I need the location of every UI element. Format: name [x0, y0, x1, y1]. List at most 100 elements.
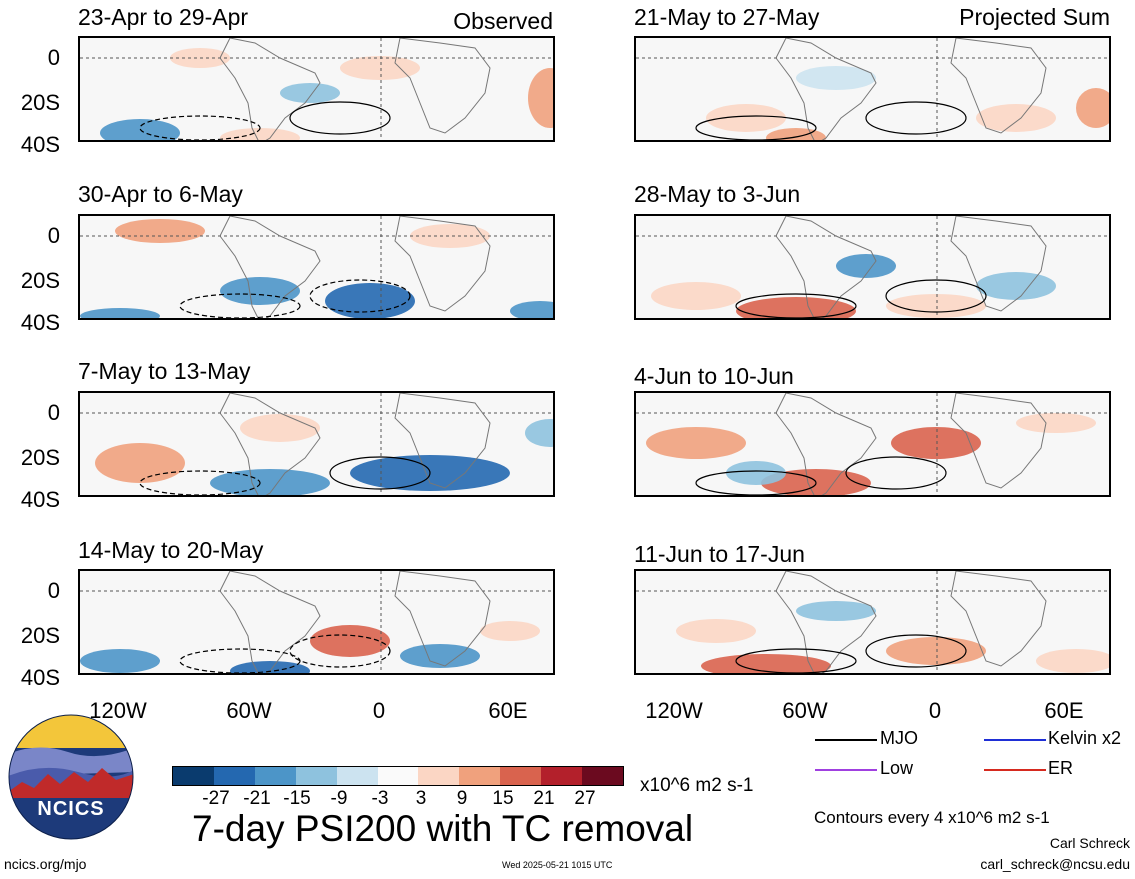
x-axis-label: 60E [488, 698, 528, 723]
map-panel [634, 569, 1111, 675]
legend-label: Low [880, 758, 914, 778]
africa-coastline [950, 393, 1047, 489]
anomaly-shading [651, 282, 741, 310]
legend-label: Kelvin x2 [1048, 728, 1122, 748]
anomaly-shading [230, 661, 310, 673]
y-axis-label: 0 [47, 223, 60, 248]
map-field [80, 216, 553, 318]
south-america-coastline [219, 571, 321, 673]
map-panel [78, 36, 555, 142]
colorbar-tick: 15 [492, 788, 514, 809]
map-panel [634, 214, 1111, 320]
panel-title: 28-May to 3-Jun [634, 181, 801, 207]
map-field [80, 38, 553, 140]
south-america-coastline [775, 393, 877, 495]
panel-title: 21-May to 27-May [634, 4, 820, 30]
author-name: Carl Schreck [1049, 835, 1130, 851]
africa-coastline [950, 38, 1047, 134]
x-axis-label: 120W [89, 698, 147, 723]
anomaly-shading [325, 283, 415, 318]
mjo-contour [139, 470, 261, 495]
mjo-contour [735, 293, 857, 318]
mjo-contour [865, 634, 967, 668]
y-axis-label: 0 [47, 578, 60, 603]
anomaly-shading [676, 619, 756, 643]
anomaly-shading [646, 427, 746, 459]
x-axis-label: 60W [226, 698, 272, 723]
africa-coastline [394, 216, 491, 312]
colorbar-swatch [213, 767, 255, 785]
colorbar-tick: -15 [283, 788, 311, 809]
panel-title: 23-Apr to 29-Apr [78, 4, 249, 30]
y-axis-label: 20S [20, 445, 60, 470]
colorbar-swatch [377, 767, 419, 785]
anomaly-shading [510, 301, 553, 318]
x-axis-label: 120W [645, 698, 703, 723]
south-america-coastline [219, 393, 321, 495]
africa-coastline [394, 571, 491, 667]
map-field [636, 571, 1109, 673]
mjo-contour [309, 279, 411, 313]
contour-note: Contours every 4 x10^6 m2 s-1 [814, 808, 1050, 827]
map-panel [634, 391, 1111, 497]
anomaly-shading [1036, 649, 1109, 673]
mjo-contour [289, 634, 391, 668]
anomaly-shading [891, 427, 981, 459]
south-america-coastline [775, 216, 877, 318]
colorbar-swatch [418, 767, 460, 785]
anomaly-shading [736, 297, 856, 318]
anomaly-shading [528, 68, 553, 128]
ncics-logo: NCICS [8, 714, 134, 840]
mjo-contour [179, 648, 301, 673]
anomaly-shading [340, 56, 420, 80]
projected-sum-label: Projected Sum [959, 4, 1110, 30]
y-axis-label: 20S [20, 268, 60, 293]
legend-line-low [815, 769, 877, 771]
anomaly-shading [240, 414, 320, 442]
y-axis-label: 40S [20, 310, 60, 335]
colorbar-swatch [336, 767, 378, 785]
colorbar-swatch [295, 767, 337, 785]
anomaly-shading [410, 224, 490, 248]
colorbar-swatch [541, 767, 583, 785]
anomaly-shading [115, 219, 205, 243]
x-axis-label: 0 [372, 698, 386, 723]
anomaly-shading [280, 83, 340, 103]
anomaly-shading [706, 104, 786, 132]
anomaly-shading [1076, 88, 1109, 128]
colorbar-tick: -3 [371, 788, 389, 809]
mjo-contour [139, 115, 261, 140]
anomaly-shading [310, 625, 390, 657]
y-axis-label: 40S [20, 487, 60, 512]
website: ncics.org/mjo [4, 856, 87, 872]
panel-title: 11-Jun to 17-Jun [634, 541, 805, 567]
south-america-coastline [775, 38, 877, 140]
colorbar-swatch [500, 767, 542, 785]
anomaly-shading [976, 104, 1056, 132]
anomaly-shading [80, 649, 160, 673]
colorbar-tick: 21 [533, 788, 555, 809]
y-axis-label: 40S [20, 665, 60, 690]
colorbar-tick: 3 [415, 788, 427, 809]
anomaly-shading [766, 128, 826, 140]
colorbar-units: x10^6 m2 s-1 [640, 775, 754, 796]
map-panel [78, 391, 555, 497]
timestamp: Wed 2025-05-21 1015 UTC [502, 860, 613, 870]
legend-line-er [984, 769, 1046, 771]
colorbar [172, 766, 624, 786]
mjo-contour [845, 456, 947, 490]
map-field [636, 216, 1109, 318]
observed-label: Observed [453, 8, 553, 34]
panel-title: 7-May to 13-May [78, 358, 251, 384]
colorbar-tick: -9 [330, 788, 348, 809]
anomaly-shading [796, 601, 876, 621]
colorbar-swatch [173, 767, 214, 785]
x-axis-label: 0 [928, 698, 942, 723]
colorbar-swatch [582, 767, 623, 785]
africa-coastline [950, 216, 1047, 312]
panel-title: 30-Apr to 6-May [78, 181, 243, 207]
anomaly-shading [480, 621, 540, 641]
x-axis-label: 60E [1044, 698, 1084, 723]
map-field [80, 393, 553, 495]
mjo-contour [695, 470, 817, 495]
